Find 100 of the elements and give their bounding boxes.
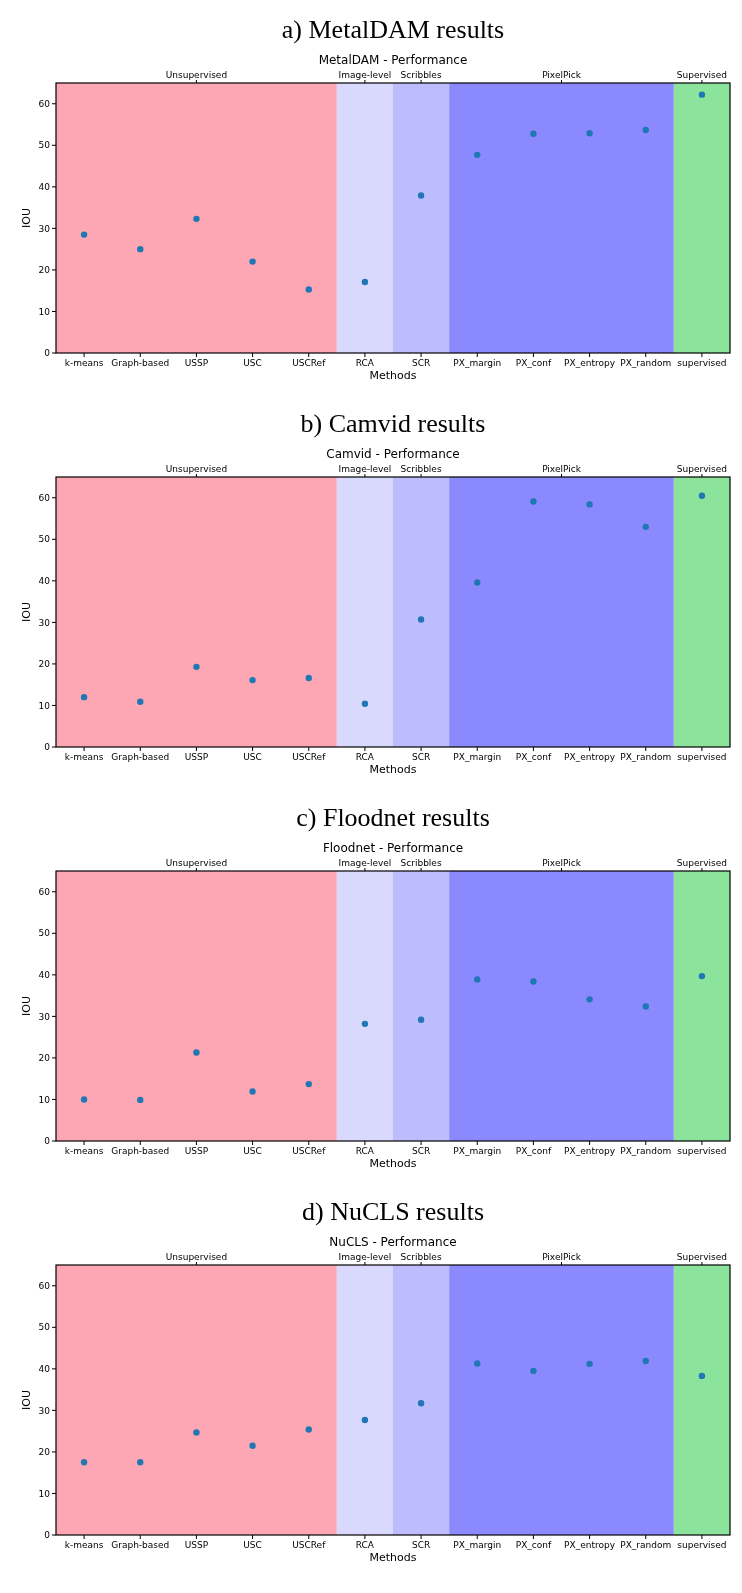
y-tick-label: 0 (44, 742, 51, 753)
y-tick-label: 50 (38, 534, 51, 545)
x-tick-label: k-means (64, 1540, 104, 1550)
x-tick-label: USC (243, 358, 262, 368)
band-label: PixelPick (542, 70, 582, 80)
y-tick-label: 10 (38, 1488, 51, 1499)
x-tick-label: PX_random (620, 1146, 672, 1156)
x-tick-label: PX_entropy (564, 1146, 616, 1156)
point (193, 1429, 200, 1436)
point (417, 1400, 425, 1407)
point (642, 126, 649, 134)
y-tick-label: 20 (38, 1447, 51, 1458)
x-tick-label: supervised (677, 752, 727, 762)
x-tick-label: RCA (355, 1146, 375, 1156)
point (698, 972, 706, 980)
x-tick-label: SCR (411, 358, 431, 368)
band-label: PixelPick (542, 464, 582, 474)
band-label: PixelPick (542, 1252, 582, 1262)
point (530, 130, 537, 137)
point (137, 1096, 144, 1104)
x-tick-label: PX_conf (515, 752, 552, 762)
band-label: Supervised (676, 464, 727, 474)
x-tick-label: RCA (355, 1540, 375, 1550)
x-tick-label: PX_entropy (564, 358, 616, 368)
x-tick-label: SCR (411, 1146, 431, 1156)
band-label: Supervised (676, 70, 727, 80)
x-tick-label: SCR (411, 752, 431, 762)
x-tick-label: PX_margin (453, 1540, 502, 1550)
x-tick-label: USCRef (292, 1540, 327, 1550)
x-tick-label: PX_conf (515, 358, 552, 368)
point (698, 1372, 706, 1380)
x-tick-label: USSP (184, 1146, 209, 1156)
point (305, 286, 312, 293)
x-tick-label: PX_margin (453, 752, 502, 762)
point (530, 1367, 537, 1375)
x-tick-label: PX_conf (515, 1540, 552, 1550)
chart-title: d) NuCLS results (302, 1197, 484, 1226)
point (249, 1442, 256, 1449)
y-tick-label: 40 (38, 576, 51, 586)
x-tick-label: RCA (355, 358, 375, 368)
x-tick-label: PX_margin (453, 358, 502, 368)
chart-title: c) Floodnet results (296, 803, 490, 832)
point (474, 151, 481, 159)
y-tick-label: 10 (38, 1094, 51, 1105)
point (305, 674, 312, 682)
x-tick-label: USSP (184, 1540, 209, 1550)
chart-title: b) Camvid results (300, 409, 486, 438)
band-label: Scribbles (400, 464, 442, 474)
x-tick-label: PX_random (620, 752, 672, 762)
point (193, 1049, 200, 1056)
y-tick-label: 10 (38, 700, 51, 711)
point (642, 1003, 649, 1010)
band-label: Image-level (338, 858, 392, 868)
y-tick-label: 20 (38, 1053, 51, 1064)
band-label: Unsupervised (165, 858, 228, 868)
chart-subtitle: MetalDAM - Performance (318, 53, 468, 67)
band-label: Image-level (338, 464, 392, 474)
x-tick-label: USCRef (292, 752, 327, 762)
x-tick-label: Graph-based (111, 1146, 170, 1156)
point (193, 663, 200, 671)
x-axis-title: Methods (369, 1157, 417, 1170)
y-tick-label: 30 (38, 223, 51, 234)
x-tick-label: USCRef (292, 358, 327, 368)
point (80, 1096, 88, 1103)
y-tick-label: 20 (38, 659, 51, 670)
x-axis-title: Methods (369, 1551, 417, 1564)
point (586, 501, 593, 508)
x-tick-label: Graph-based (111, 358, 170, 368)
band-label: Supervised (676, 858, 727, 868)
chart-subtitle: Floodnet - Performance (322, 841, 464, 855)
x-axis-title: Methods (369, 763, 417, 776)
y-tick-label: 50 (38, 1322, 51, 1333)
point (361, 700, 369, 707)
point (586, 130, 593, 137)
chart-title: a) MetalDAM results (281, 15, 505, 44)
point (249, 258, 256, 265)
x-tick-label: Graph-based (111, 752, 170, 762)
y-tick-label: 60 (38, 492, 51, 503)
x-tick-label: PX_random (620, 358, 672, 368)
point (137, 1459, 144, 1466)
x-tick-label: USCRef (292, 1146, 327, 1156)
band-label: Scribbles (400, 1252, 442, 1262)
x-tick-label: k-means (64, 752, 104, 762)
x-tick-label: supervised (677, 1540, 727, 1550)
point (642, 1357, 649, 1365)
x-tick-label: USC (243, 752, 262, 762)
y-tick-label: 30 (38, 617, 51, 628)
point (474, 579, 481, 586)
x-tick-label: USC (243, 1540, 262, 1550)
point (80, 1459, 88, 1466)
y-tick-label: 0 (44, 348, 51, 359)
y-tick-label: 30 (38, 1011, 51, 1022)
band-label: Supervised (676, 1252, 727, 1262)
x-tick-label: Graph-based (111, 1540, 170, 1550)
point (474, 976, 481, 983)
point (80, 693, 88, 701)
point (305, 1080, 312, 1088)
y-tick-label: 0 (44, 1530, 51, 1541)
x-tick-label: USSP (184, 752, 209, 762)
chart-subtitle: NuCLS - Performance (329, 1235, 457, 1249)
